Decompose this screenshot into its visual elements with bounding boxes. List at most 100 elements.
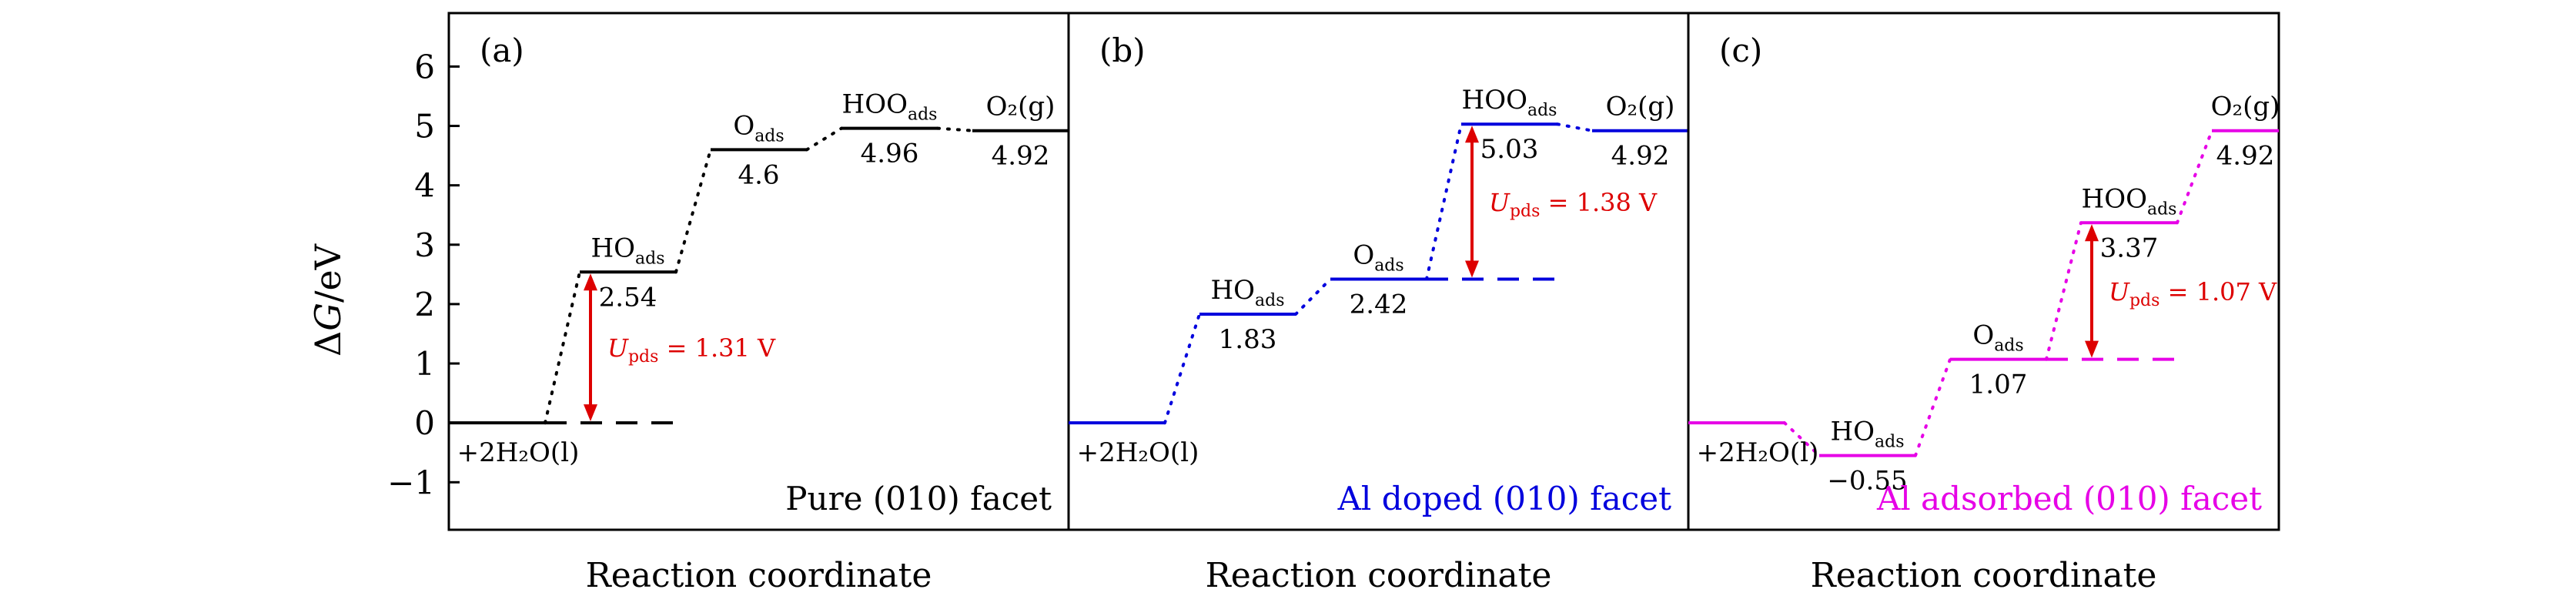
species-label: HOads — [590, 233, 664, 268]
y-tick-label: 6 — [414, 48, 435, 85]
connector-dotted — [1914, 357, 1952, 457]
panel-b: +2H₂O(l)HOads1.83Oads2.42HOOads5.03O₂(g)… — [1067, 12, 1690, 595]
species-label: O₂(g) — [986, 92, 1055, 122]
pds-label: Upds = 1.38 V — [1489, 188, 1658, 221]
energy-value-label: 1.07 — [1969, 370, 2028, 400]
panels: +2H₂O(l)HOads2.54Oads4.6HOOads4.96O₂(g)4… — [447, 12, 2280, 595]
energy-value-label: 4.92 — [2216, 141, 2275, 172]
panel-letter: (b) — [1099, 32, 1146, 69]
connector-dotted — [805, 126, 843, 152]
species-label-subscript: ads — [908, 105, 938, 125]
panel-frame — [1687, 12, 2280, 531]
species-label-base: O — [1972, 320, 1994, 351]
species-label-base: O — [1353, 240, 1374, 271]
connector-dotted — [1556, 122, 1594, 132]
connector-dotted — [1425, 122, 1463, 281]
y-tick-label: 3 — [414, 226, 435, 264]
energy-value-label: 3.37 — [2100, 233, 2159, 263]
y-tick-label: 2 — [414, 286, 435, 323]
species-label-subscript: ads — [1875, 433, 1905, 452]
species-label-subscript: ads — [635, 249, 665, 268]
energy-value-label: 2.54 — [599, 282, 657, 313]
energy-value-label: 4.96 — [861, 139, 919, 169]
facet-label: Al doped (010) facet — [1337, 480, 1672, 517]
species-label: HOOads — [1462, 85, 1557, 120]
connector-dotted — [2176, 129, 2213, 225]
y-axis-label-var: G — [307, 303, 349, 331]
y-tick-label: −1 — [387, 464, 435, 501]
y-axis-label-prefix: Δ — [307, 331, 349, 357]
pds-label-value: = 1.31 V — [658, 333, 776, 363]
energy-value-label: 2.42 — [1350, 290, 1408, 320]
energy-value-label: 4.92 — [992, 141, 1050, 172]
connector-dotted — [1163, 313, 1201, 425]
connector-dotted — [544, 270, 581, 425]
pds-arrow-head-up — [584, 273, 597, 291]
species-label: O₂(g) — [1606, 92, 1675, 122]
y-axis-label-suffix: /eV — [307, 243, 349, 303]
pds-label: Upds = 1.31 V — [607, 333, 776, 367]
species-label-base: HOO — [2082, 183, 2147, 214]
species-label: HOads — [1830, 417, 1904, 452]
species-label-base: HOO — [1462, 85, 1527, 116]
species-label-base: HO — [1830, 417, 1875, 447]
species-label-water: +2H₂O(l) — [457, 437, 580, 468]
connector-dotted — [1783, 421, 1821, 457]
x-axis-label: Reaction coordinate — [586, 556, 932, 595]
species-label-subscript: ads — [754, 126, 785, 146]
connector-dotted — [936, 126, 974, 132]
species-label: HOads — [1210, 275, 1284, 310]
connector-dotted — [1294, 277, 1332, 316]
species-label: O₂(g) — [2211, 92, 2280, 122]
species-label-subscript: ads — [1994, 336, 2024, 356]
pds-label-subscript: pds — [628, 347, 658, 367]
panel-letter: (a) — [480, 32, 524, 69]
pds-label: Upds = 1.07 V — [2109, 277, 2277, 310]
energy-value-label: −0.55 — [1827, 466, 1907, 497]
y-tick-label: 0 — [414, 404, 435, 442]
pds-arrow-head-down — [584, 404, 597, 422]
energy-value-label: 5.03 — [1480, 134, 1539, 165]
pds-label-subscript: pds — [2129, 291, 2159, 310]
facet-label: Al adsorbed (010) facet — [1876, 480, 2262, 517]
species-label: Oads — [1972, 320, 2023, 356]
y-axis-label: ΔG/eV — [307, 243, 349, 357]
species-label-water: +2H₂O(l) — [1077, 437, 1199, 468]
pds-arrow-head-down — [2085, 340, 2099, 358]
pds-arrow-head-up — [2085, 224, 2099, 242]
pds-arrow-head-up — [1465, 126, 1479, 143]
pds-label-subscript: pds — [1510, 202, 1540, 221]
pds-label-value: = 1.07 V — [2159, 277, 2277, 306]
y-tick-label: 1 — [414, 345, 435, 383]
panel-c: +2H₂O(l)HOads−0.55Oads1.07HOOads3.37O₂(g… — [1687, 12, 2280, 595]
species-label-base: HOO — [842, 89, 908, 120]
species-label-base: O — [733, 110, 754, 141]
x-axis-label: Reaction coordinate — [1206, 556, 1552, 595]
panel-letter: (c) — [1719, 32, 1762, 69]
y-tick-labels: −1 0 1 2 3 4 5 6 — [387, 48, 435, 501]
species-label: HOOads — [2082, 183, 2177, 219]
species-label-water: +2H₂O(l) — [1697, 437, 1819, 468]
pds-label-U: U — [2109, 277, 2130, 306]
species-label-subscript: ads — [1374, 256, 1404, 276]
species-label-base: HO — [590, 233, 635, 263]
species-label-subscript: ads — [1527, 101, 1557, 120]
pds-label-U: U — [1489, 188, 1510, 217]
connector-dotted — [674, 148, 712, 274]
panel-a: +2H₂O(l)HOads2.54Oads4.6HOOads4.96O₂(g)4… — [447, 12, 1070, 595]
species-label-base: HO — [1210, 275, 1255, 306]
species-label: HOOads — [842, 89, 938, 125]
species-label: Oads — [1353, 240, 1403, 276]
facet-label: Pure (010) facet — [785, 480, 1052, 517]
pds-label-value: = 1.38 V — [1540, 188, 1658, 217]
species-label: Oads — [733, 110, 784, 146]
energy-value-label: 4.92 — [1611, 141, 1670, 172]
y-tick-label: 4 — [414, 167, 435, 205]
energy-value-label: 4.6 — [738, 159, 779, 190]
x-axis-label: Reaction coordinate — [1811, 556, 2157, 595]
energy-value-label: 1.83 — [1219, 324, 1277, 355]
species-label-subscript: ads — [1255, 291, 1285, 310]
pds-label-U: U — [607, 333, 629, 363]
pds-arrow-head-down — [1465, 260, 1479, 278]
